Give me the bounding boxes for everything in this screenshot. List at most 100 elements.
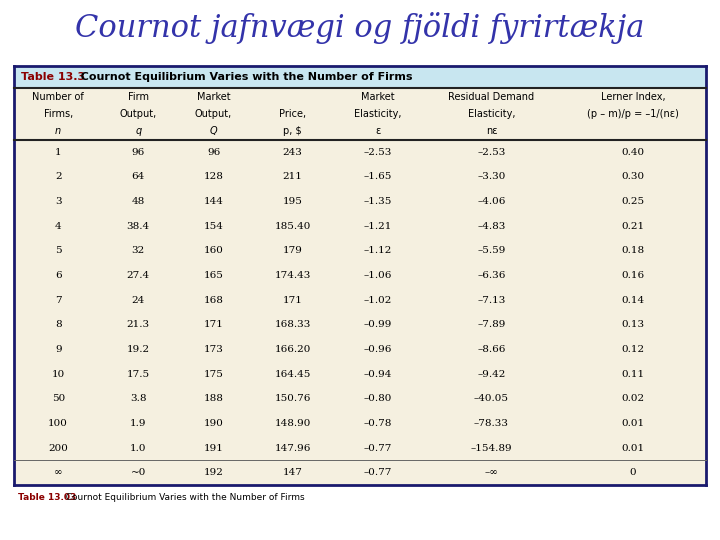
Text: 50: 50 — [52, 394, 65, 403]
Text: 1.0: 1.0 — [130, 443, 146, 453]
Text: 8: 8 — [55, 320, 61, 329]
Text: –8.66: –8.66 — [477, 345, 505, 354]
Bar — [14, 66, 706, 88]
Text: 0.13: 0.13 — [621, 320, 644, 329]
Text: Table 13.3: Table 13.3 — [21, 72, 85, 82]
Text: q: q — [135, 126, 141, 136]
Text: 3: 3 — [55, 197, 61, 206]
Text: 192: 192 — [204, 468, 223, 477]
Text: 7: 7 — [55, 296, 61, 305]
Text: –4.83: –4.83 — [477, 222, 505, 231]
Text: 19.2: 19.2 — [127, 345, 150, 354]
Text: 27.4: 27.4 — [127, 271, 150, 280]
Text: 96: 96 — [207, 148, 220, 157]
Text: 24: 24 — [132, 296, 145, 305]
Text: Cournot jafnvægi og fjöldi fyrirtækja: Cournot jafnvægi og fjöldi fyrirtækja — [76, 12, 644, 44]
Text: 171: 171 — [204, 320, 223, 329]
Text: 1.9: 1.9 — [130, 419, 146, 428]
Text: Cournot Equilibrium Varies with the Number of Firms: Cournot Equilibrium Varies with the Numb… — [60, 492, 305, 502]
Text: –7.13: –7.13 — [477, 296, 505, 305]
Text: 165: 165 — [204, 271, 223, 280]
Text: n: n — [55, 126, 61, 136]
Text: 160: 160 — [204, 246, 223, 255]
Text: –5.59: –5.59 — [477, 246, 505, 255]
Text: 173: 173 — [204, 345, 223, 354]
Text: 168.33: 168.33 — [274, 320, 311, 329]
Text: –9.42: –9.42 — [477, 369, 505, 379]
Text: 166.20: 166.20 — [274, 345, 311, 354]
Text: 0.11: 0.11 — [621, 369, 644, 379]
Text: –1.02: –1.02 — [364, 296, 392, 305]
Text: 38.4: 38.4 — [127, 222, 150, 231]
Text: 195: 195 — [283, 197, 302, 206]
Text: 21.3: 21.3 — [127, 320, 150, 329]
Text: –40.05: –40.05 — [474, 394, 509, 403]
Text: 4: 4 — [55, 222, 61, 231]
Text: Firms,: Firms, — [44, 109, 73, 119]
Text: 190: 190 — [204, 419, 223, 428]
Text: 175: 175 — [204, 369, 223, 379]
Text: Elasticity,: Elasticity, — [354, 109, 402, 119]
Text: Lerner Index,: Lerner Index, — [600, 92, 665, 103]
Text: 0.40: 0.40 — [621, 148, 644, 157]
Text: Table 13.03: Table 13.03 — [18, 492, 76, 502]
Text: 0.25: 0.25 — [621, 197, 644, 206]
Text: 188: 188 — [204, 394, 223, 403]
Text: nε: nε — [486, 126, 498, 136]
Text: Elasticity,: Elasticity, — [468, 109, 516, 119]
Text: 64: 64 — [132, 172, 145, 181]
Text: ~0: ~0 — [130, 468, 146, 477]
Text: –1.06: –1.06 — [364, 271, 392, 280]
Text: –∞: –∞ — [485, 468, 498, 477]
Text: Cournot Equilibrium Varies with the Number of Firms: Cournot Equilibrium Varies with the Numb… — [73, 72, 413, 82]
Text: –0.94: –0.94 — [364, 369, 392, 379]
Text: –7.89: –7.89 — [477, 320, 505, 329]
Text: –2.53: –2.53 — [364, 148, 392, 157]
Text: 150.76: 150.76 — [274, 394, 311, 403]
Text: –78.33: –78.33 — [474, 419, 509, 428]
Text: 3.8: 3.8 — [130, 394, 146, 403]
Text: –0.78: –0.78 — [364, 419, 392, 428]
Bar — [14, 66, 706, 485]
Text: 48: 48 — [132, 197, 145, 206]
Text: Residual Demand: Residual Demand — [449, 92, 534, 103]
Text: 0.16: 0.16 — [621, 271, 644, 280]
Text: 0.18: 0.18 — [621, 246, 644, 255]
Text: 144: 144 — [204, 197, 223, 206]
Text: 0.14: 0.14 — [621, 296, 644, 305]
Text: –2.53: –2.53 — [477, 148, 505, 157]
Text: p, $: p, $ — [284, 126, 302, 136]
Text: 148.90: 148.90 — [274, 419, 311, 428]
Text: 96: 96 — [132, 148, 145, 157]
Text: 168: 168 — [204, 296, 223, 305]
Text: 0.12: 0.12 — [621, 345, 644, 354]
Text: 9: 9 — [55, 345, 61, 354]
Text: 147.96: 147.96 — [274, 443, 311, 453]
Text: 1: 1 — [55, 148, 61, 157]
Text: 100: 100 — [48, 419, 68, 428]
Text: 0.30: 0.30 — [621, 172, 644, 181]
Text: 164.45: 164.45 — [274, 369, 311, 379]
Text: 243: 243 — [283, 148, 302, 157]
Text: –1.35: –1.35 — [364, 197, 392, 206]
Text: 17.5: 17.5 — [127, 369, 150, 379]
Text: Price,: Price, — [279, 109, 306, 119]
Text: 191: 191 — [204, 443, 223, 453]
Text: 2: 2 — [55, 172, 61, 181]
Text: –0.77: –0.77 — [364, 443, 392, 453]
Text: –0.80: –0.80 — [364, 394, 392, 403]
Text: (p – m)/p = –1/(nε): (p – m)/p = –1/(nε) — [587, 109, 679, 119]
Text: Output,: Output, — [195, 109, 232, 119]
Text: 154: 154 — [204, 222, 223, 231]
Text: 0.21: 0.21 — [621, 222, 644, 231]
Text: –3.30: –3.30 — [477, 172, 505, 181]
Text: Output,: Output, — [120, 109, 157, 119]
Text: –0.96: –0.96 — [364, 345, 392, 354]
Text: –154.89: –154.89 — [471, 443, 513, 453]
Text: Number of: Number of — [32, 92, 84, 103]
Text: 5: 5 — [55, 246, 61, 255]
Text: 185.40: 185.40 — [274, 222, 311, 231]
Text: Market: Market — [361, 92, 395, 103]
Text: –0.77: –0.77 — [364, 468, 392, 477]
Text: 0.01: 0.01 — [621, 443, 644, 453]
